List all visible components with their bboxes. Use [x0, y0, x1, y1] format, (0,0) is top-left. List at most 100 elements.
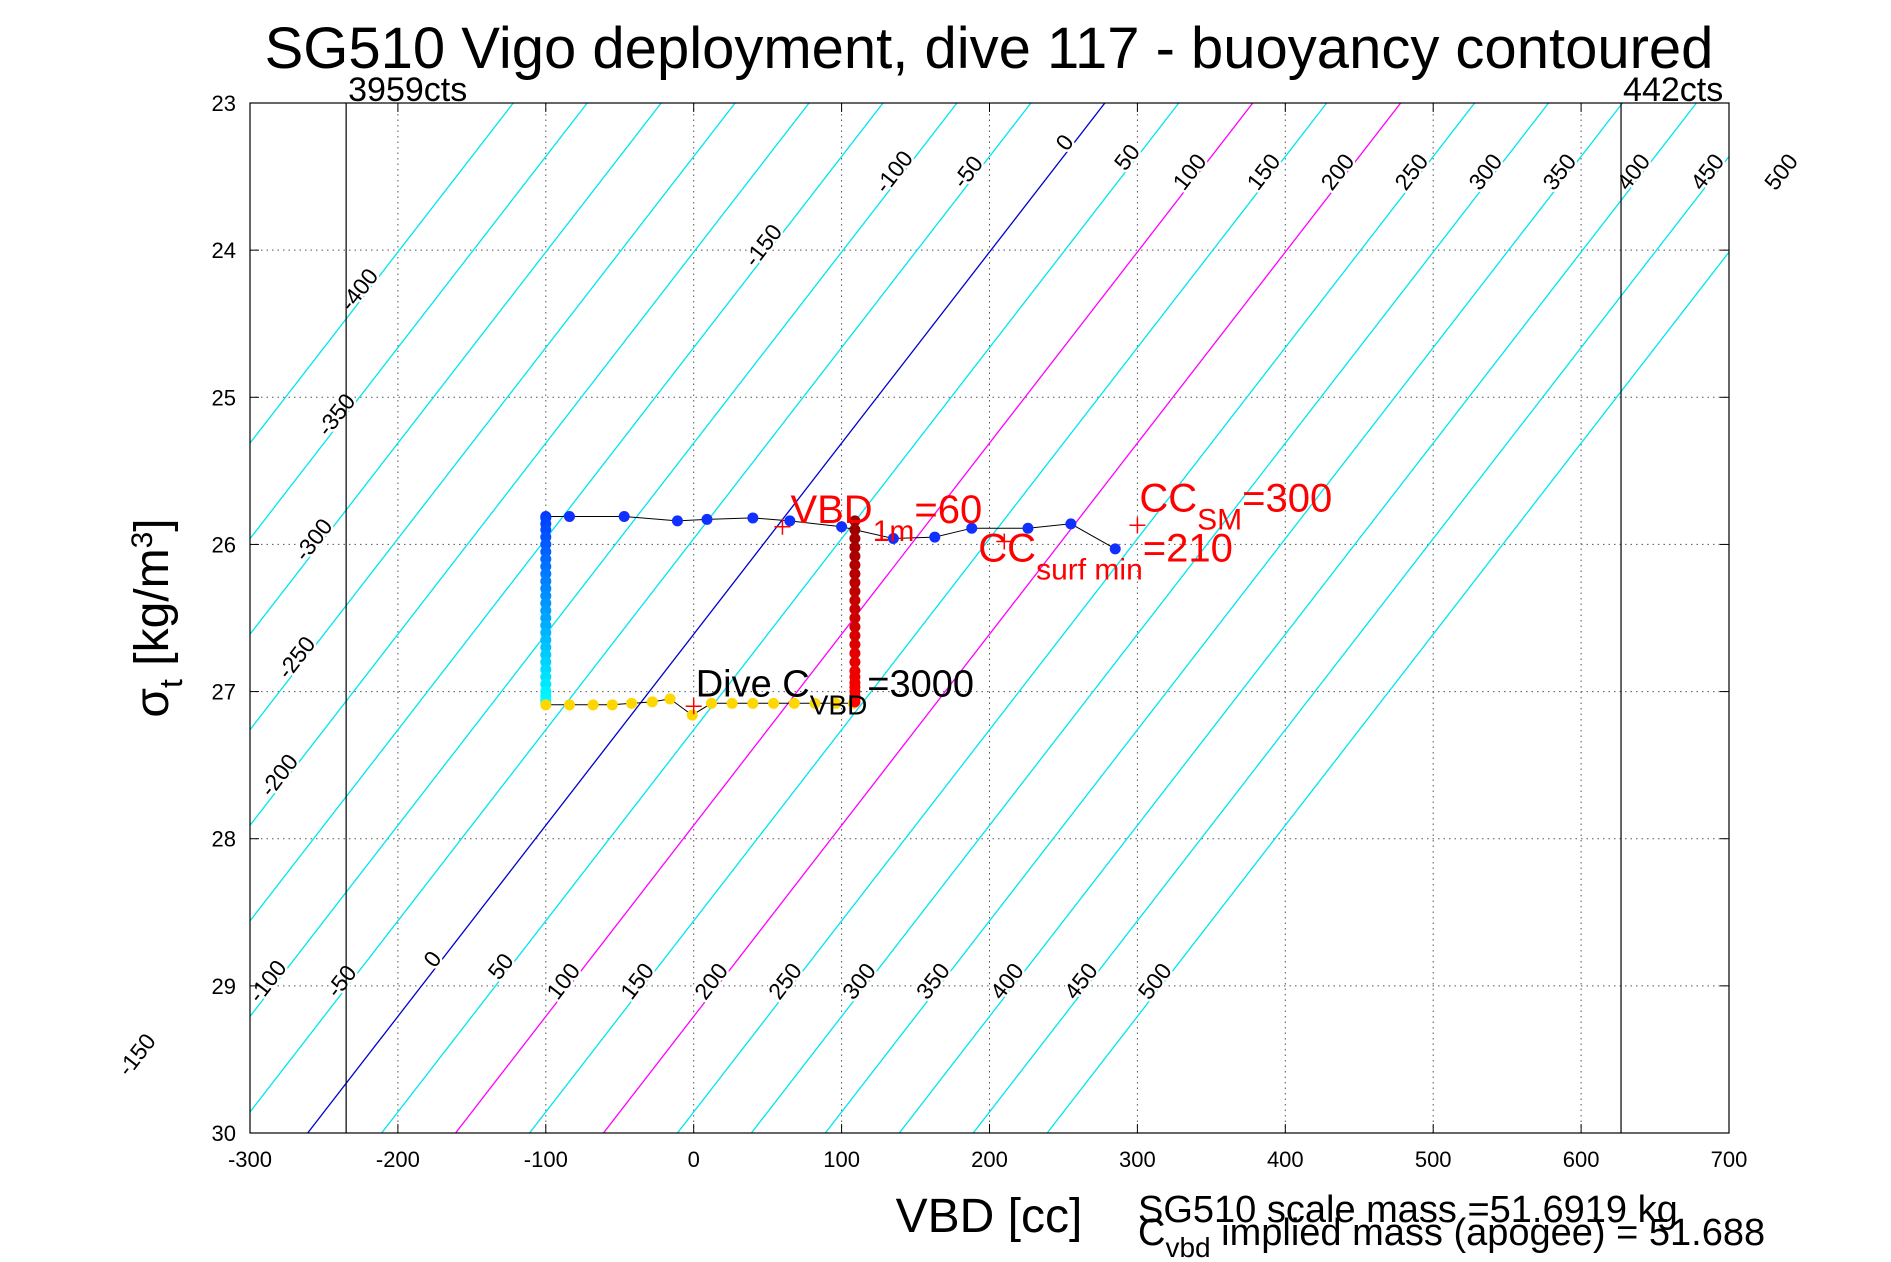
x-axis-ticks: -300 -200 -100 0 100 200 300 400 500 600 700	[228, 103, 1747, 1172]
footer-cvbd-sub: vbd	[1165, 1232, 1210, 1262]
data-point-apogee_track	[747, 697, 759, 709]
marker-label-value: =60	[914, 488, 982, 532]
y-tick-label: 24	[212, 238, 236, 263]
y-tick-label: 23	[212, 91, 236, 116]
data-point-ascent_vbd_max	[849, 696, 861, 708]
contour-line--150	[250, 103, 884, 922]
marker-label-value: =300	[1242, 476, 1332, 520]
y-axis-ticks: 23 24 25 26 27 28 29 30	[212, 91, 1729, 1146]
data-point-surface_track	[966, 522, 978, 534]
y-tick-label: 29	[212, 974, 236, 999]
footer-scale-mass: SG510 scale mass =51.6919 kg	[1138, 1189, 1678, 1231]
data-point-ascent_vbd_max	[849, 630, 861, 642]
data-point-apogee_track	[664, 693, 676, 705]
data-point-ascent_vbd_max	[849, 533, 861, 545]
data-point-ascent_vbd_max	[849, 638, 861, 650]
data-point-ascent_vbd_max	[849, 621, 861, 633]
contour-line--200	[250, 103, 810, 827]
x-tick-label: -300	[228, 1147, 272, 1172]
marker-label-sub: surf min	[1036, 553, 1143, 586]
data-point-ascent_vbd_max	[849, 559, 861, 571]
contour-line--250	[250, 103, 736, 731]
y-axis-label: σt [kg/m3]	[126, 518, 189, 717]
marker-label-main: VBD	[790, 488, 872, 532]
data-point-ascent_vbd_max	[849, 647, 861, 659]
marker-cross	[996, 533, 1013, 550]
marker-label-sub: VBD	[810, 689, 868, 720]
data-point-apogee_track	[830, 697, 842, 709]
marker-label-sub: SM	[1197, 503, 1242, 536]
data-point-surface_track	[618, 510, 630, 522]
x-tick-label: -200	[376, 1147, 420, 1172]
marker-label: VBD1m=60	[790, 488, 982, 548]
marker-label: Dive CVBD=3000	[696, 663, 974, 720]
data-point-ascent_vbd_max	[849, 586, 861, 598]
data-point-surface_track	[1065, 518, 1077, 530]
contour-line--400	[250, 103, 514, 445]
contour-line-200	[602, 103, 1402, 1133]
contour-line-300	[750, 103, 1550, 1133]
x-tick-label: 600	[1563, 1147, 1600, 1172]
y-tick-label: 27	[212, 680, 236, 705]
contour-line-0	[307, 103, 1106, 1133]
y-tick-label: 26	[212, 532, 236, 557]
data-point-surface_track	[1109, 543, 1121, 555]
x-tick-label: 100	[823, 1147, 860, 1172]
data-point-ascent_vbd_max	[849, 541, 861, 553]
contour-line--100	[250, 103, 958, 1018]
y-tick-label: 28	[212, 827, 236, 852]
marker-label: CCSM=300	[1139, 476, 1332, 536]
contour-line-400	[898, 103, 1697, 1133]
data-point-apogee_track	[768, 697, 780, 709]
x-tick-label: -100	[524, 1147, 568, 1172]
contour-line--350	[250, 103, 588, 540]
data-point-ascent_vbd_max	[849, 577, 861, 589]
y-axis-label-units: [kg/m	[126, 548, 179, 679]
x-tick-label: 400	[1267, 1147, 1304, 1172]
data-point-apogee_track	[788, 697, 800, 709]
contour-line-150	[529, 103, 1328, 1133]
data-point-apogee_track	[809, 697, 821, 709]
data-point-apogee_track	[646, 696, 658, 708]
contour-line--50	[250, 103, 1032, 1114]
x-tick-label: 200	[971, 1147, 1008, 1172]
data-point-apogee_track	[705, 697, 717, 709]
data-point-surface_track	[701, 513, 713, 525]
marker-label-value: =210	[1143, 526, 1233, 570]
marker-label: CCsurf min=210	[978, 526, 1233, 586]
x-tick-label: 700	[1711, 1147, 1748, 1172]
marker-cross	[1129, 517, 1146, 534]
contour-line-350	[824, 103, 1624, 1133]
x-axis-label: VBD [cc]	[896, 1190, 1083, 1243]
data-point-apogee_track	[626, 697, 638, 709]
contour-line-500	[1046, 250, 1729, 1133]
data-point-surface_track	[747, 512, 759, 524]
x-tick-label: 0	[688, 1147, 700, 1172]
y-axis-label-symbol: σ	[126, 688, 179, 718]
data-point-apogee_track	[540, 699, 552, 711]
data-point-surface_track	[929, 531, 941, 543]
footer-implied-rest: implied mass (apogee) = 51.688	[1211, 1212, 1766, 1254]
chart-title: SG510 Vigo deployment, dive 117 - buoyan…	[265, 16, 1714, 81]
marker-label-main: CC	[978, 526, 1036, 570]
marker-label-value: =3000	[867, 663, 974, 705]
data-point-surface_track	[1022, 522, 1034, 534]
x-tick-label: 500	[1415, 1147, 1452, 1172]
series-path-surface_track	[545, 516, 1116, 550]
data-point-ascent_vbd_max	[849, 612, 861, 624]
data-point-surface_track	[836, 521, 848, 533]
data-point-apogee_track	[686, 709, 698, 721]
data-point-surface_track	[784, 515, 796, 527]
data-point-surface_track	[671, 515, 683, 527]
data-point-ascent_vbd_max	[849, 550, 861, 562]
data-point-ascent_vbd_max	[849, 656, 861, 668]
data-point-apogee_track	[606, 699, 618, 711]
data-point-ascent_vbd_max	[849, 568, 861, 580]
marker-cross	[774, 518, 791, 535]
y-axis-label-close: ]	[126, 518, 179, 531]
data-point-surface_track	[563, 510, 575, 522]
data-point-apogee_track	[563, 699, 575, 711]
data-point-ascent_vbd_max	[849, 524, 861, 536]
